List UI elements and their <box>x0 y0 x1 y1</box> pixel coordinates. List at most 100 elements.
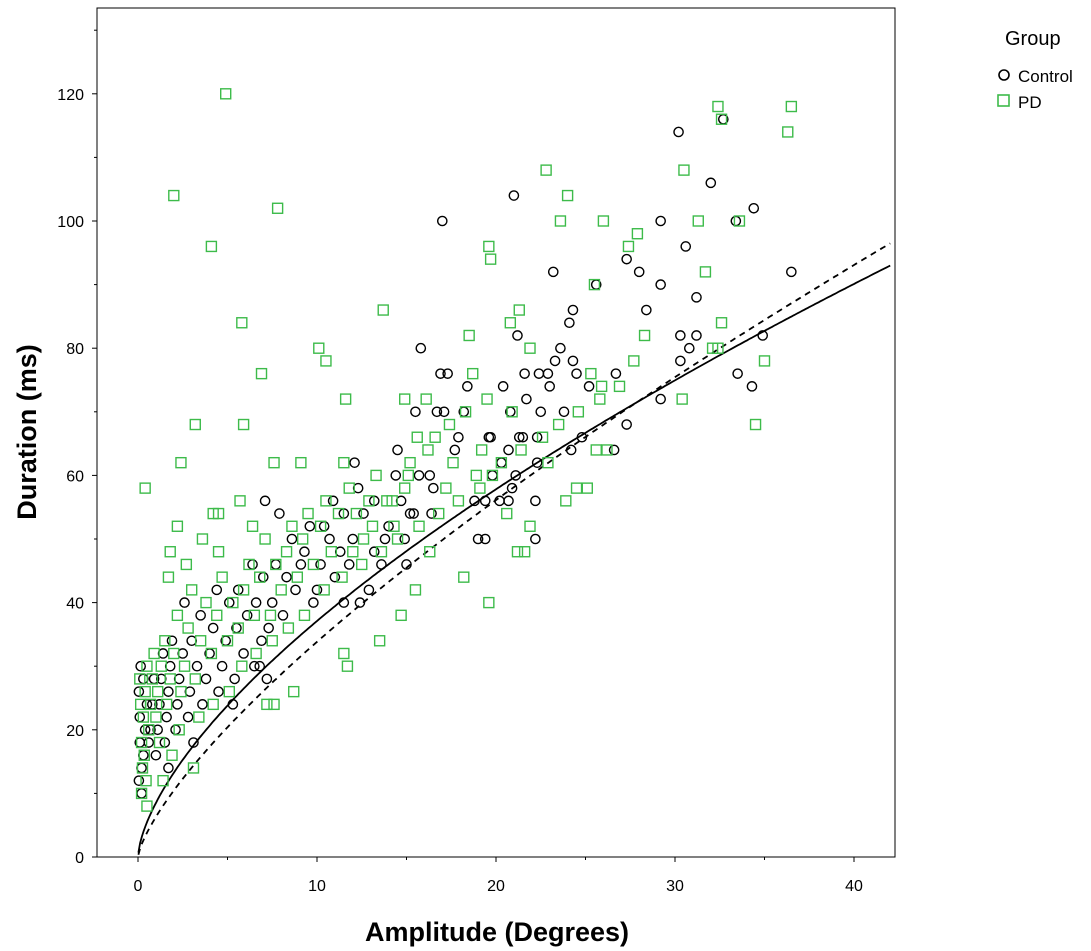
legend: Group Control PD <box>997 28 1073 112</box>
control-point <box>401 559 412 570</box>
pd-point <box>153 736 166 749</box>
pd-point <box>139 482 151 494</box>
control-point <box>250 597 262 608</box>
pd-point <box>296 533 309 545</box>
pd-point <box>325 546 338 558</box>
control-point <box>141 699 153 710</box>
control-point <box>135 660 146 672</box>
pd-point <box>282 622 295 634</box>
pd-point <box>141 800 153 812</box>
pd-point <box>422 444 434 456</box>
pd-point <box>291 571 304 583</box>
pd-point <box>513 304 525 316</box>
pd-point <box>220 88 232 100</box>
pd-point <box>295 456 307 469</box>
control-point <box>143 737 155 748</box>
control-point <box>655 279 666 290</box>
pd-point <box>212 546 225 558</box>
pd-point <box>178 660 191 672</box>
series-control <box>133 113 797 799</box>
control-point <box>494 495 505 507</box>
control-point <box>503 444 514 456</box>
control-point <box>133 775 145 786</box>
pd-point <box>237 418 250 431</box>
control-point <box>266 597 278 608</box>
pd-point <box>150 711 162 723</box>
control-point <box>327 495 339 507</box>
pd-point <box>286 520 298 532</box>
control-point <box>508 190 520 201</box>
control-point <box>347 533 359 545</box>
control-point <box>691 292 702 303</box>
pd-point <box>216 571 228 583</box>
control-point <box>462 381 473 392</box>
control-point <box>655 393 666 405</box>
pd-point <box>712 100 724 113</box>
control-point <box>186 635 197 647</box>
pd-point <box>254 571 266 583</box>
control-point <box>621 419 632 430</box>
x-axis: 0 10 20 30 40 <box>134 857 863 895</box>
control-point <box>257 571 269 583</box>
pd-point <box>182 622 194 634</box>
pd-point <box>572 406 585 418</box>
control-point <box>479 495 491 507</box>
control-point <box>172 699 183 710</box>
pd-point <box>159 635 171 647</box>
pd-point <box>588 278 601 291</box>
pd-point <box>189 418 201 431</box>
legend-pd-label: PD <box>1018 93 1042 112</box>
pd-point <box>515 444 527 456</box>
pd-point <box>261 698 273 711</box>
control-point <box>134 711 146 723</box>
pd-point <box>676 393 688 405</box>
control-point <box>163 762 174 774</box>
pd-point <box>175 685 187 698</box>
control-point <box>428 482 439 494</box>
pd-point <box>363 495 375 507</box>
pd-point <box>243 558 255 571</box>
pd-point <box>357 533 370 545</box>
control-point <box>229 673 240 685</box>
legend-title: Group <box>1005 28 1061 50</box>
pd-point <box>205 647 218 660</box>
pd-point <box>237 584 250 596</box>
pd-point <box>715 317 728 329</box>
pd-point <box>332 507 345 520</box>
pd-point <box>585 367 597 380</box>
pd-point <box>463 329 475 342</box>
control-point <box>138 749 149 761</box>
pd-point <box>560 495 572 507</box>
control-point <box>675 355 686 367</box>
control-point <box>565 444 577 456</box>
control-point <box>673 126 684 138</box>
control-point <box>641 304 652 316</box>
control-point <box>281 571 292 583</box>
pd-point <box>474 482 486 494</box>
pd-point <box>413 520 425 532</box>
control-point <box>531 457 543 468</box>
pd-point <box>136 762 149 774</box>
control-point <box>426 508 437 519</box>
pd-point <box>433 507 445 520</box>
x-tick-label: 30 <box>666 878 684 895</box>
pd-point <box>370 469 382 482</box>
control-point <box>254 660 266 672</box>
pd-point <box>678 164 690 176</box>
pd-point <box>386 495 398 507</box>
control-point <box>483 431 495 443</box>
control-point <box>311 584 323 596</box>
pd-point <box>486 469 499 482</box>
pd-point <box>638 329 651 342</box>
control-point <box>390 470 402 481</box>
series-pd <box>134 88 798 812</box>
control-point <box>757 330 769 341</box>
pd-point <box>373 635 386 647</box>
y-tick-label: 40 <box>66 596 84 613</box>
pd-point <box>139 685 151 698</box>
pd-point <box>699 266 712 278</box>
pd-point <box>622 240 635 253</box>
control-point <box>748 202 760 214</box>
pd-point <box>511 546 524 558</box>
control-point <box>530 495 541 507</box>
